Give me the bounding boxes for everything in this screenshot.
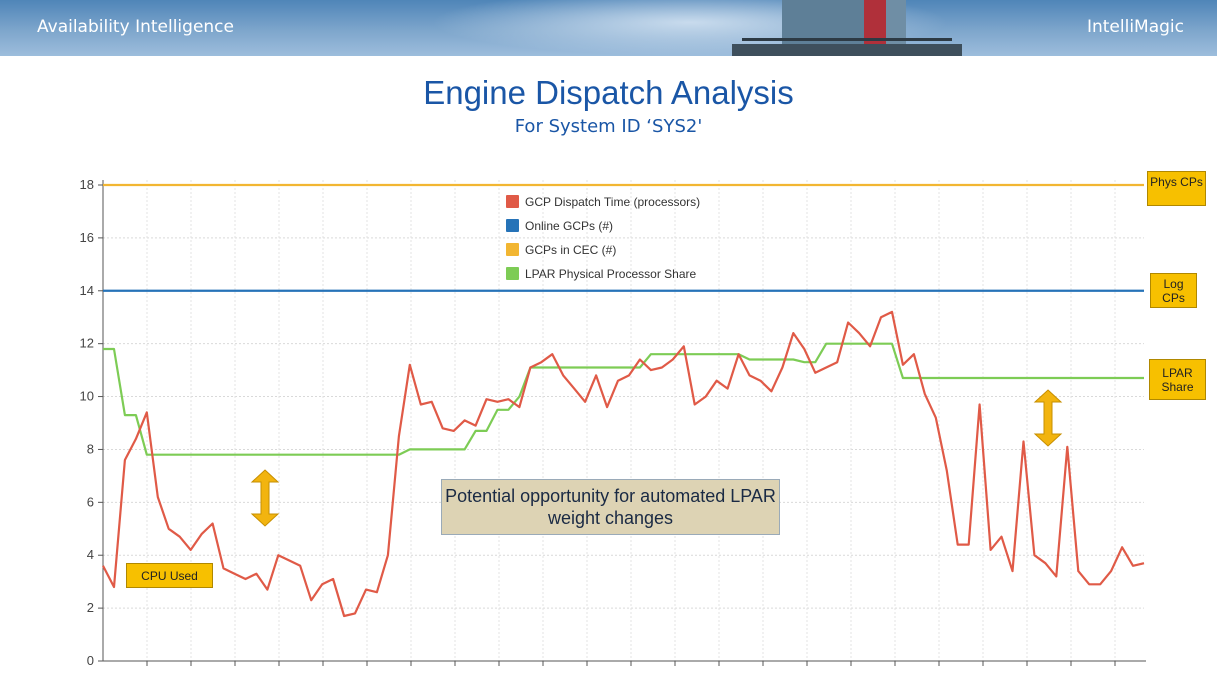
chart-legend: GCP Dispatch Time (processors) Online GCP… bbox=[506, 195, 700, 281]
legend-swatch bbox=[506, 219, 519, 232]
y-tick-label: 8 bbox=[87, 441, 94, 456]
tower-side bbox=[886, 0, 906, 50]
y-tick-label: 18 bbox=[80, 177, 94, 192]
tower-gallery bbox=[732, 44, 962, 56]
lpar-share-callout: LPAR Share bbox=[1149, 359, 1206, 400]
chart-arrows bbox=[250, 389, 1063, 527]
lighthouse-image bbox=[732, 0, 962, 56]
legend-entry: GCP Dispatch Time (processors) bbox=[525, 195, 700, 209]
header-left-text: Availability Intelligence bbox=[37, 17, 234, 37]
chart-series bbox=[102, 183, 1145, 618]
legend-entry: GCPs in CEC (#) bbox=[525, 243, 616, 257]
double-arrow-icon bbox=[250, 469, 280, 527]
y-tick-label: 12 bbox=[80, 336, 94, 351]
legend-swatch bbox=[506, 243, 519, 256]
header-banner: Availability Intelligence IntelliMagic bbox=[0, 0, 1217, 56]
legend-entry: Online GCPs (#) bbox=[525, 219, 613, 233]
y-tick-label: 2 bbox=[87, 600, 94, 615]
gcp-dispatch-line bbox=[102, 310, 1145, 618]
chart-axes: 0 2 4 6 8 10 12 14 16 18 bbox=[80, 177, 1146, 668]
page-subtitle: For System ID ‘SYS2' bbox=[514, 116, 703, 137]
log-cps-callout: Log CPs bbox=[1150, 273, 1197, 308]
legend-entry: LPAR Physical Processor Share bbox=[525, 267, 697, 281]
opportunity-note: Potential opportunity for automated LPAR… bbox=[441, 479, 780, 535]
tower-body bbox=[782, 0, 864, 50]
y-tick-label: 14 bbox=[80, 283, 94, 298]
header-brand-text: IntelliMagic bbox=[1086, 17, 1184, 37]
phys-cps-callout: Phys CPs bbox=[1147, 171, 1206, 206]
legend-swatch bbox=[506, 195, 519, 208]
double-arrow-icon bbox=[1033, 389, 1063, 447]
legend-swatch bbox=[506, 267, 519, 280]
y-tick-label: 6 bbox=[87, 494, 94, 509]
cpu-used-callout: CPU Used bbox=[126, 563, 213, 588]
tower-red-band bbox=[864, 0, 886, 50]
lpar-share-line bbox=[103, 342, 1144, 456]
y-tick-label: 4 bbox=[87, 547, 94, 562]
page-title: Engine Dispatch Analysis bbox=[423, 74, 794, 111]
y-tick-label: 10 bbox=[80, 389, 94, 404]
tower-railing bbox=[742, 38, 952, 41]
chart-grid bbox=[103, 180, 1144, 662]
y-tick-label: 16 bbox=[80, 230, 94, 245]
y-tick-label: 0 bbox=[87, 653, 94, 668]
